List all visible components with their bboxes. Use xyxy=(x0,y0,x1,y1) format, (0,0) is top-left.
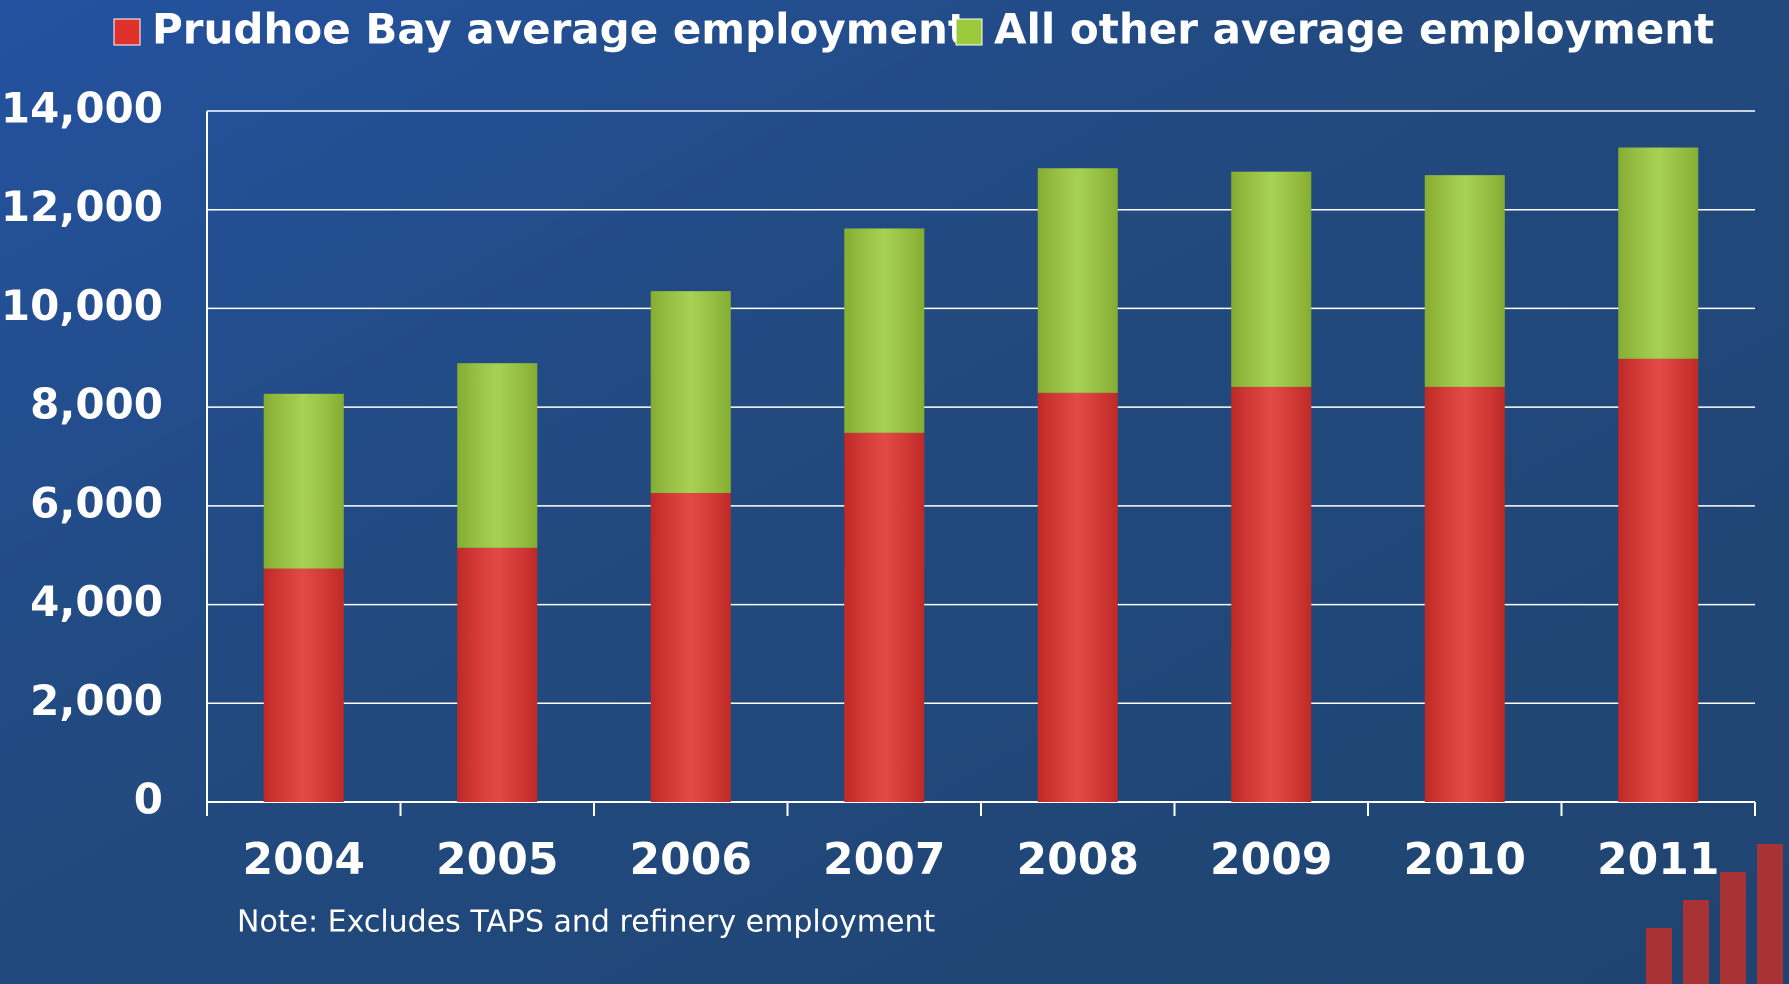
bar-shade xyxy=(650,291,731,494)
legend-marker xyxy=(955,18,983,46)
x-tick-label: 2004 xyxy=(243,834,365,885)
y-tick-label: 12,000 xyxy=(1,182,163,231)
bar-shade xyxy=(1618,147,1699,359)
y-tick-label: 6,000 xyxy=(30,478,163,527)
x-tick-label: 2009 xyxy=(1210,834,1332,885)
x-tick-label: 2006 xyxy=(630,834,752,885)
bar-shade xyxy=(844,432,925,802)
bar-shade xyxy=(650,493,731,802)
y-tick-label: 8,000 xyxy=(30,380,163,429)
legend-label: All other average employment xyxy=(994,5,1714,54)
bar-shade xyxy=(457,363,538,548)
bar-shade xyxy=(1618,358,1699,802)
x-tick-label: 2005 xyxy=(436,834,558,885)
y-tick-label: 2,000 xyxy=(30,676,163,725)
bar-shade xyxy=(1424,386,1505,802)
bar-shade xyxy=(263,393,344,569)
bar-shade xyxy=(1037,168,1118,393)
x-tick-label: 2008 xyxy=(1017,834,1139,885)
legend-label: Prudhoe Bay average employment xyxy=(152,5,968,54)
bar-shade xyxy=(457,547,538,802)
bar-shade xyxy=(1424,175,1505,387)
note: Note: Excludes TAPS and refinery employm… xyxy=(237,905,935,940)
x-tick-label: 2011 xyxy=(1597,834,1719,885)
bar-shade xyxy=(1037,392,1118,802)
y-tick-label: 4,000 xyxy=(30,577,163,626)
x-tick-label: 2007 xyxy=(823,834,945,885)
y-tick-label: 10,000 xyxy=(1,281,163,330)
bar-shade xyxy=(1231,386,1312,802)
y-tick-label: 14,000 xyxy=(1,84,163,133)
bar-shade xyxy=(844,228,925,433)
legend-marker xyxy=(113,18,141,46)
y-tick-label: 0 xyxy=(134,775,163,824)
x-tick-label: 2010 xyxy=(1404,834,1526,885)
bar-shade xyxy=(263,568,344,802)
bar-shade xyxy=(1231,171,1312,387)
decoration xyxy=(1646,844,1783,984)
